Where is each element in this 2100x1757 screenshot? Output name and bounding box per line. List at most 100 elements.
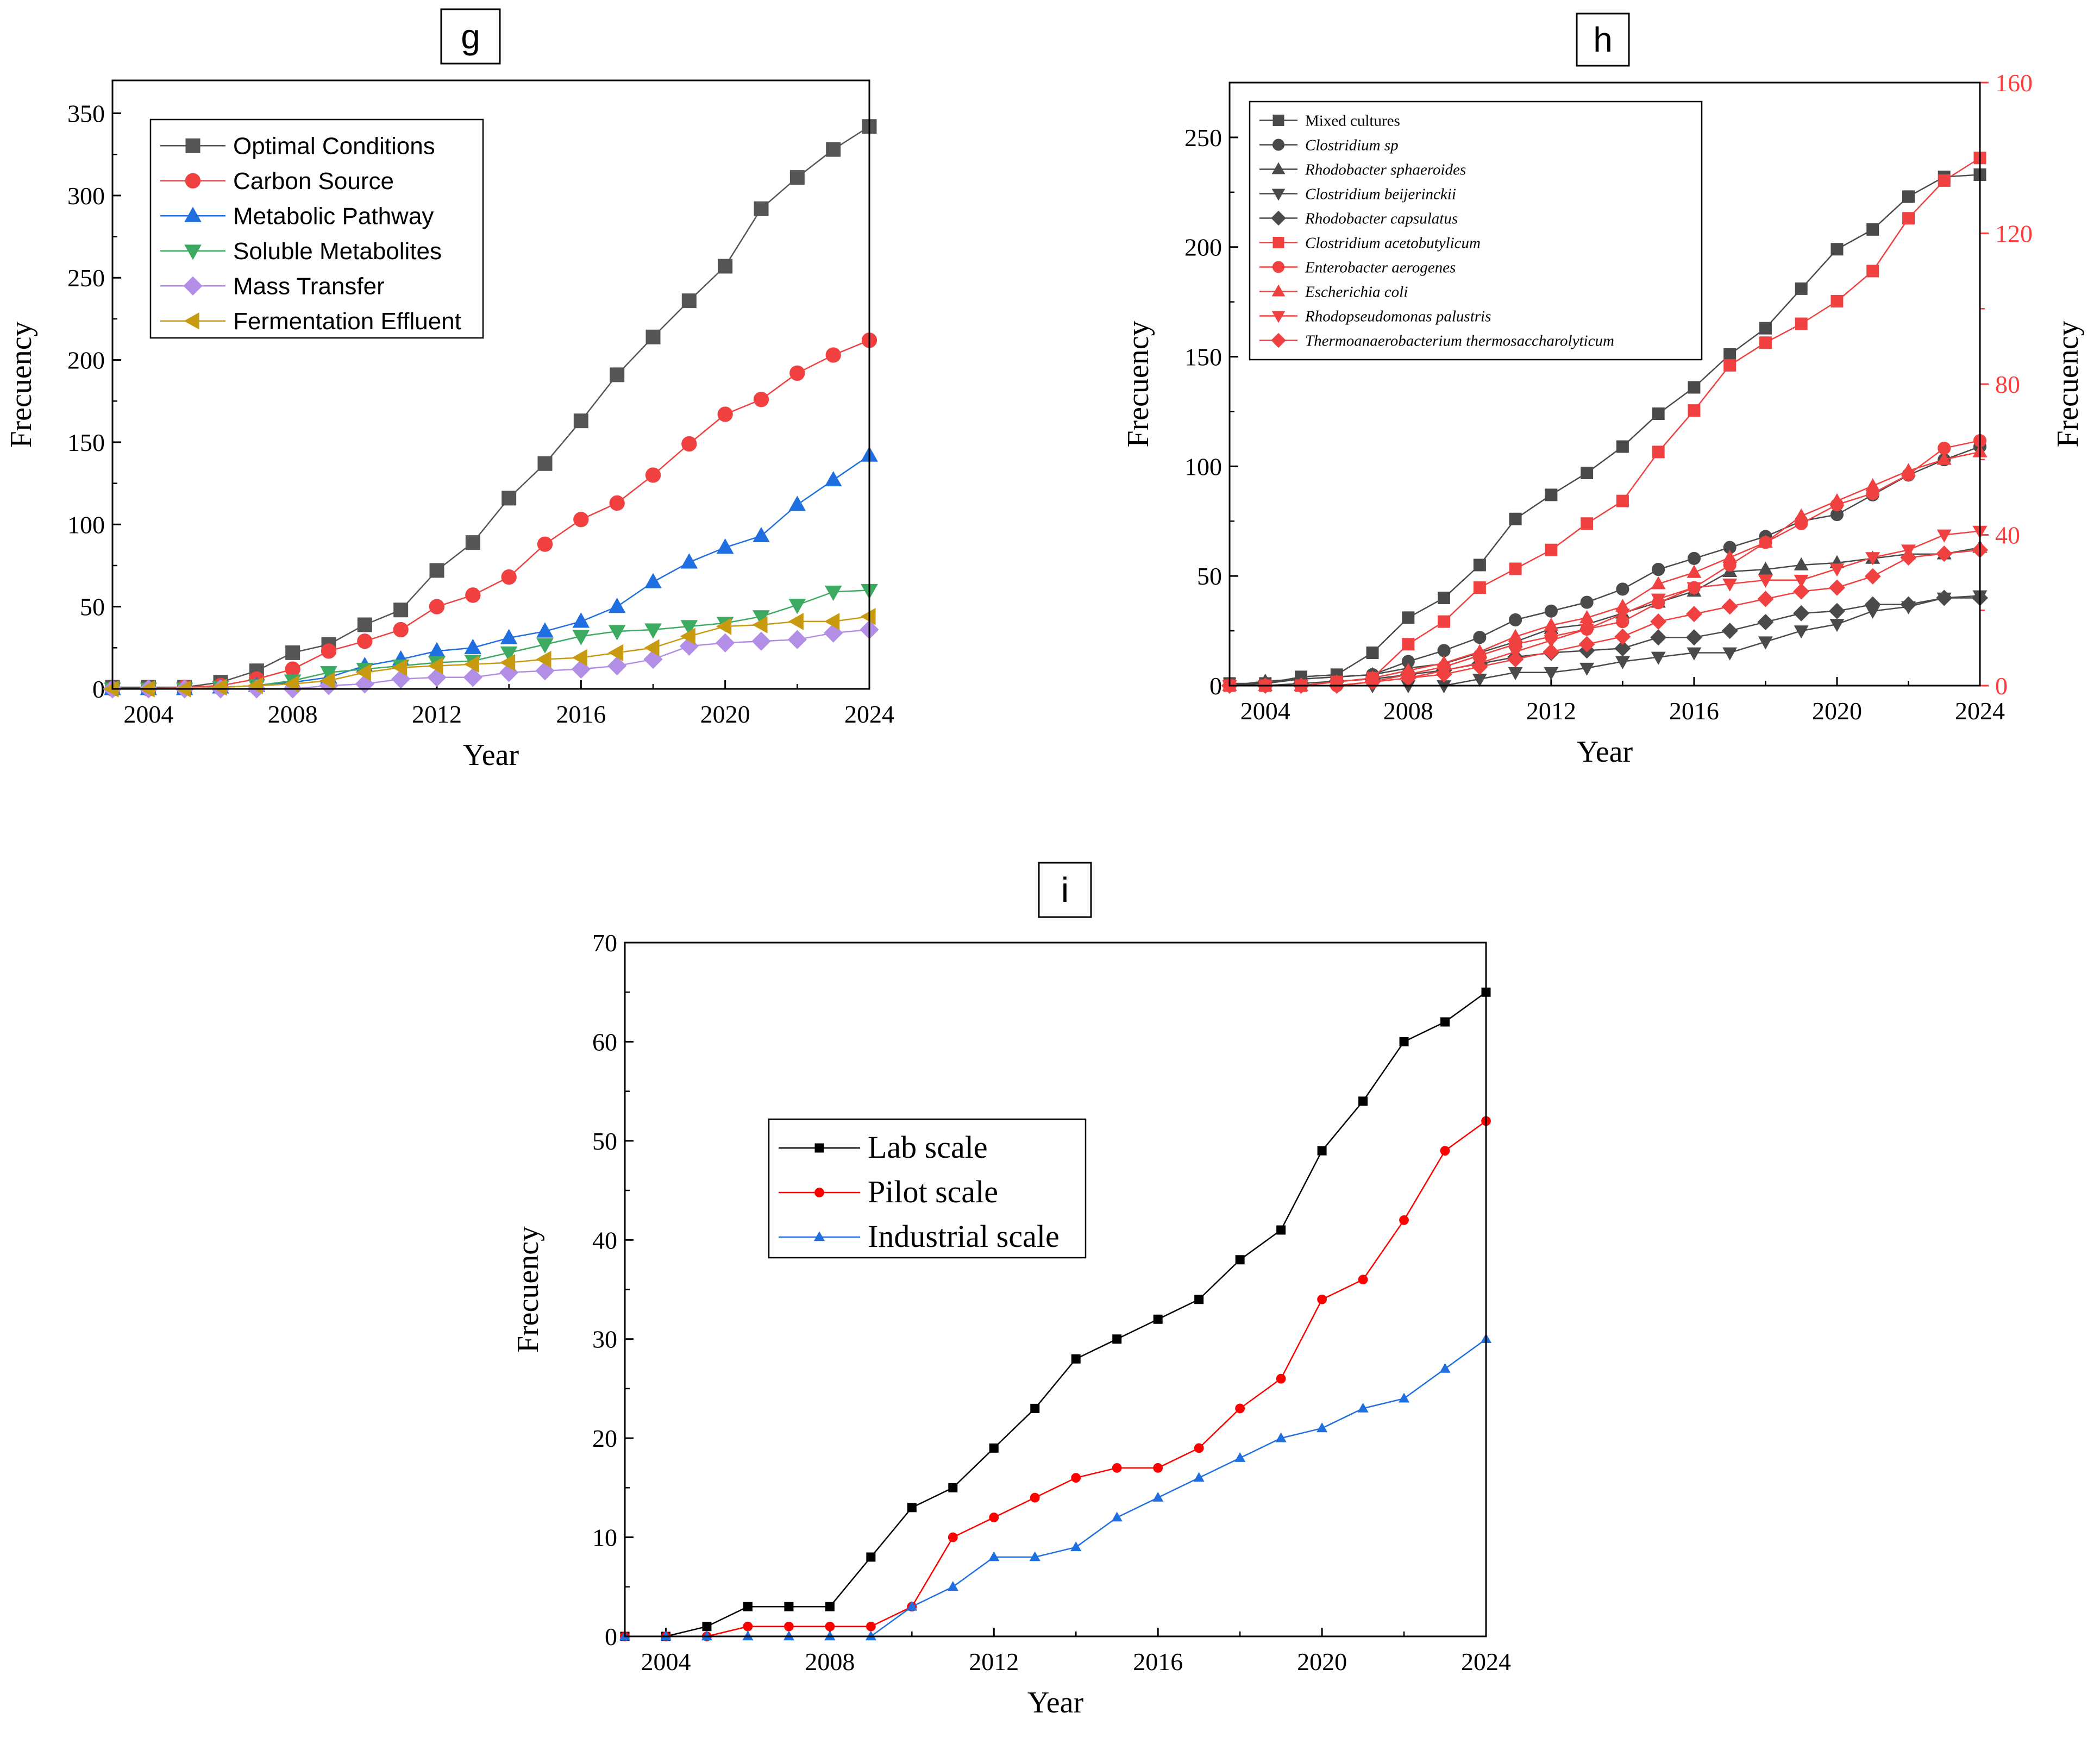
data-point — [464, 638, 482, 654]
data-point — [1828, 603, 1845, 619]
data-point — [1828, 579, 1845, 596]
y-tick-label: 300 — [67, 182, 105, 210]
panel-label: i — [1061, 870, 1069, 909]
legend-marker — [1271, 210, 1286, 226]
data-point — [1616, 582, 1629, 596]
data-point — [716, 538, 734, 554]
data-point — [501, 569, 517, 585]
data-point — [645, 329, 661, 344]
y-tick-label: 50 — [80, 593, 105, 621]
data-point — [1650, 613, 1667, 630]
data-point — [1317, 1422, 1328, 1433]
panel-label-box — [1576, 12, 1630, 67]
plot-frame — [1228, 81, 1981, 687]
legend-marker — [184, 312, 199, 330]
plot-frame — [111, 79, 870, 690]
data-point — [1581, 466, 1594, 479]
data-point — [573, 413, 588, 429]
data-point — [1544, 604, 1558, 618]
data-point — [784, 1602, 794, 1611]
data-point — [1440, 1017, 1450, 1027]
data-point — [907, 1503, 917, 1513]
data-point — [1235, 1255, 1245, 1265]
data-point — [1399, 1037, 1409, 1046]
panel-g-chart: g 0 50 100 150 200 250 300 350 Frecuency 2004 2008 2… — [4, 8, 894, 772]
data-point — [1030, 1403, 1040, 1413]
data-point — [1581, 517, 1594, 530]
data-point — [644, 623, 662, 639]
data-point — [906, 1601, 918, 1611]
legend-entry: Pilot scale — [868, 1174, 998, 1209]
data-point — [681, 436, 697, 452]
data-point — [789, 365, 805, 381]
data-point — [535, 661, 555, 681]
data-point — [1831, 243, 1844, 256]
data-point — [1544, 617, 1559, 631]
x-tick-label: 2012 — [412, 700, 462, 728]
data-point — [1507, 651, 1524, 668]
data-point — [644, 639, 660, 657]
x-tick-label: 2016 — [556, 700, 606, 728]
legend-marker — [1272, 115, 1284, 126]
data-point — [1317, 1294, 1327, 1304]
data-point — [1543, 643, 1559, 660]
data-point — [1831, 294, 1844, 308]
data-point — [502, 491, 517, 506]
data-point — [536, 622, 554, 638]
x-tick-label: 2020 — [1297, 1648, 1347, 1676]
data-point — [572, 630, 590, 645]
series-line — [112, 455, 870, 690]
data-point — [1794, 557, 1809, 570]
x-tick-label: 2024 — [1955, 697, 2005, 725]
data-point — [321, 643, 337, 659]
data-point — [1438, 592, 1451, 605]
data-point — [947, 1581, 958, 1591]
data-point — [860, 608, 876, 625]
data-point — [824, 470, 842, 487]
legend-entry: Enterobacter aerogenes — [1305, 259, 1456, 277]
data-point — [1071, 1473, 1081, 1483]
data-point — [1508, 629, 1523, 642]
data-point — [1687, 564, 1702, 578]
x-tick-label: 2020 — [700, 700, 750, 728]
data-point — [573, 512, 589, 528]
y-tick-label: 0 — [605, 1623, 617, 1651]
data-point — [610, 367, 625, 382]
y-tick-label: 50 — [1197, 562, 1222, 590]
legend-entry: Rhodopseudomonas palustris — [1305, 308, 1491, 325]
y2-tick-label: 0 — [1995, 672, 2008, 700]
data-point — [1398, 1392, 1410, 1403]
y-tick-label: 20 — [592, 1425, 617, 1452]
panel-h-chart: h 0 50 100 150 200 250 Frecuency 0 40 80 120 160 Frec… — [1121, 12, 2085, 769]
data-point — [1652, 407, 1665, 420]
y2-tick-label: 160 — [1995, 69, 2033, 97]
legend-entry: Mass Transfer — [233, 273, 385, 299]
y-tick-label: 100 — [67, 511, 105, 538]
data-point — [1111, 1511, 1123, 1522]
data-point — [355, 674, 374, 694]
data-point — [500, 654, 516, 672]
data-point — [643, 649, 663, 669]
data-point — [1153, 1463, 1163, 1473]
data-point — [948, 1532, 958, 1542]
series-line — [625, 1120, 1487, 1637]
data-point — [681, 293, 697, 309]
data-point — [1758, 574, 1773, 588]
data-point — [1402, 611, 1415, 624]
data-point — [393, 603, 409, 618]
data-point — [1651, 576, 1666, 589]
panel-i-chart: i 0 10 20 30 40 50 60 70 Frecuency 2004 2008 2012 201… — [511, 862, 1511, 1720]
legend-marker — [1272, 237, 1284, 248]
y-tick-label: 200 — [67, 347, 105, 374]
x-axis-title: Year — [1027, 1686, 1084, 1720]
data-point — [1614, 628, 1631, 645]
data-point — [1194, 1295, 1204, 1304]
series-line — [1230, 549, 1980, 687]
data-point — [1866, 265, 1879, 278]
data-point — [1276, 1225, 1286, 1235]
legend-box — [149, 118, 484, 339]
data-point — [1545, 488, 1558, 501]
data-point — [285, 645, 300, 660]
y-tick-label: 70 — [592, 929, 617, 957]
